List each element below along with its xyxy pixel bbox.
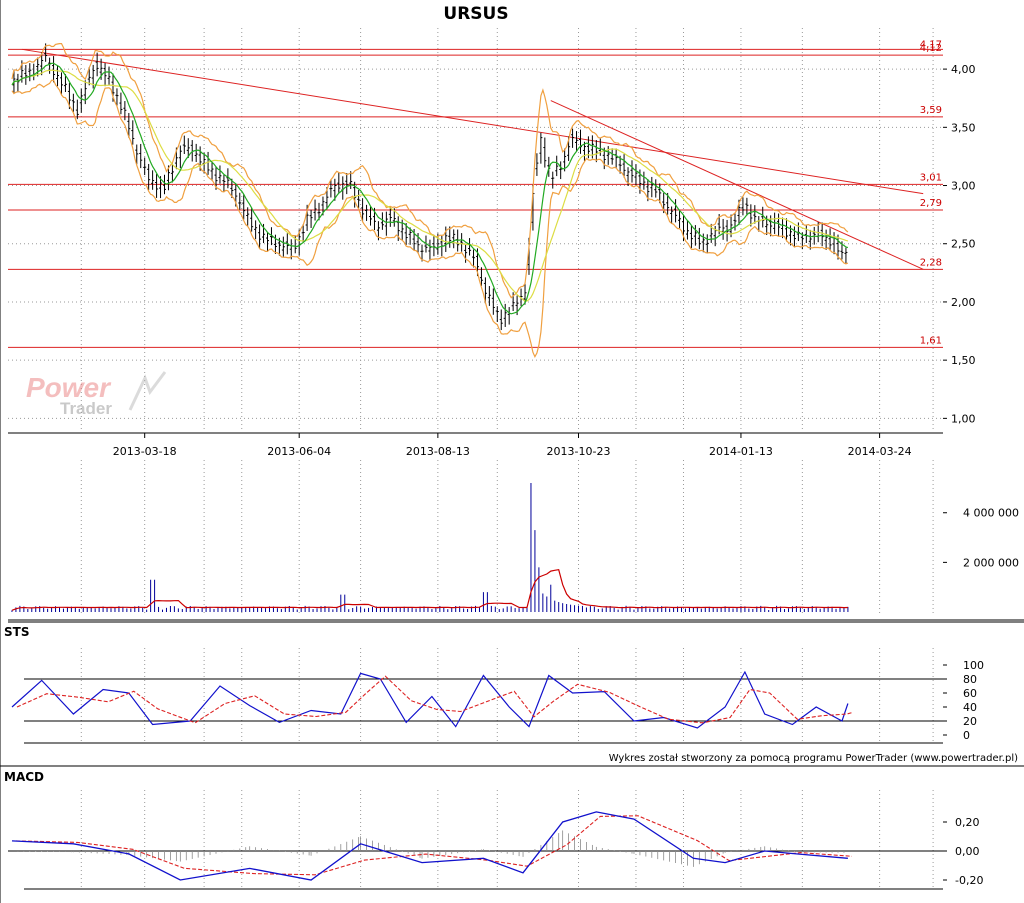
sts-k-line	[11, 670, 849, 729]
macd-y-tick-label: -0,20	[955, 874, 983, 887]
svg-text:Trader: Trader	[60, 399, 112, 418]
x-tick-label: 2013-10-23	[547, 445, 611, 458]
price-y-tick-label: 3,50	[951, 121, 976, 134]
sts-y-tick-label: 0	[963, 729, 970, 742]
trend-line	[21, 48, 924, 195]
macd-y-tick-label: 0,00	[955, 845, 980, 858]
macd-panel: 0,20 0,00 -0,20	[8, 811, 983, 887]
powertrader-watermark-logo: Power Trader	[26, 371, 167, 418]
volume-panel: 2 000 000 4 000 000	[11, 482, 1019, 612]
sts-d-line	[16, 675, 854, 724]
level-label: 4,12	[920, 43, 942, 54]
volume-y-tick-label: 2 000 000	[963, 556, 1019, 569]
sts-y-tick-label: 80	[963, 673, 977, 686]
macd-label: MACD	[4, 770, 44, 784]
support-resistance-levels: 4,174,12 3,59 3,01 2,79 2,28 1,61	[8, 39, 943, 348]
svg-text:Power: Power	[26, 372, 112, 403]
price-y-tick-label: 2,50	[951, 238, 976, 251]
macd-line	[11, 811, 848, 881]
bollinger-lower	[11, 79, 849, 359]
price-y-tick-label: 2,00	[951, 296, 976, 309]
level-label: 3,01	[920, 172, 942, 183]
price-y-tick-label: 1,50	[951, 354, 976, 367]
volume-average-line	[11, 569, 848, 611]
price-y-tick-label: 1,00	[951, 412, 976, 425]
volume-y-tick-label: 4 000 000	[963, 507, 1019, 520]
chart-title: URSUS	[443, 4, 508, 24]
x-tick-label: 2013-03-18	[113, 445, 177, 458]
price-panel: 1,00 1,50 2,00 2,50 3,00 3,50 4,00 2013-03-18 20…	[11, 43, 976, 458]
ma-short-line	[11, 62, 849, 315]
ma-long-line	[11, 69, 849, 302]
x-tick-label: 2013-06-04	[267, 445, 331, 458]
macd-signal-line	[15, 815, 852, 876]
credit-text: Wykres został stworzony za pomocą progra…	[609, 753, 1018, 764]
x-tick-label: 2014-01-13	[709, 445, 773, 458]
price-y-tick-label: 4,00	[951, 63, 976, 76]
macd-y-tick-label: 0,20	[955, 816, 980, 829]
level-label: 2,28	[920, 257, 942, 268]
gridlines	[8, 28, 943, 887]
sts-y-tick-label: 100	[963, 659, 984, 672]
level-label: 4,17	[920, 39, 942, 50]
sts-y-tick-label: 40	[963, 701, 977, 714]
sts-y-tick-label: 20	[963, 715, 977, 728]
price-y-tick-label: 3,00	[951, 180, 976, 193]
level-label: 1,61	[920, 335, 942, 346]
x-tick-label: 2013-08-13	[406, 445, 470, 458]
trend-line	[550, 100, 924, 270]
level-label: 2,79	[920, 198, 942, 209]
sts-y-tick-label: 60	[963, 687, 977, 700]
level-label: 3,59	[920, 105, 942, 116]
sts-label: STS	[4, 625, 29, 639]
x-tick-label: 2014-03-24	[848, 445, 912, 458]
